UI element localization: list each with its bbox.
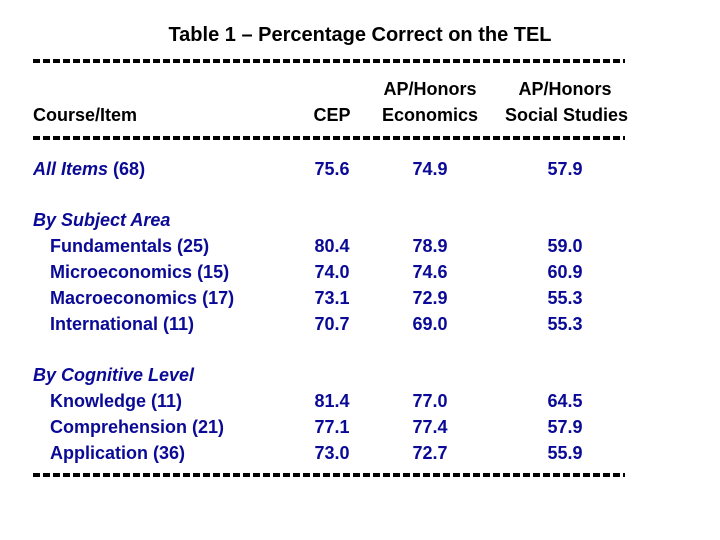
spacer-row: [33, 337, 625, 362]
header-rule: [33, 136, 625, 140]
value-ap-economics: 74.6: [412, 261, 448, 282]
col-header-ap-honors-economics: AP/Honors: [383, 78, 477, 99]
bottom-rule: [33, 473, 625, 477]
page-title: Table 1 – Percentage Correct on the TEL: [168, 24, 552, 46]
value-cep: 81.4: [314, 390, 350, 411]
value-ap-economics: 72.7: [412, 442, 448, 463]
row-item-count: (36): [153, 442, 186, 463]
spacer-row: [33, 182, 625, 207]
value-cep: 75.6: [314, 158, 350, 179]
col-header-cep: CEP: [313, 104, 351, 125]
header-row-top: AP/Honors AP/Honors: [33, 76, 625, 102]
value-ap-social-studies: 55.3: [547, 313, 583, 334]
row-label: Knowledge (11): [33, 391, 292, 412]
row-item-count: (68): [113, 158, 146, 179]
row-label: Comprehension (21): [33, 417, 292, 438]
col-header-course-item: Course/Item: [33, 104, 138, 125]
table-row: Fundamentals (25) 80.4 78.9 59.0: [33, 233, 625, 259]
header-body-gap: [33, 128, 625, 156]
row-item-count: (11): [163, 313, 195, 334]
section-row: By Cognitive Level: [33, 362, 625, 388]
value-cep: 70.7: [314, 313, 350, 334]
row-label-text: All Items: [33, 158, 109, 179]
row-label: Microeconomics (15): [33, 262, 292, 283]
row-label: Application (36): [33, 443, 292, 464]
value-cep: 74.0: [314, 261, 350, 282]
section-row: By Subject Area: [33, 207, 625, 233]
row-label: Fundamentals (25): [33, 236, 292, 257]
table-row: Microeconomics (15) 74.0 74.6 60.9: [33, 259, 625, 285]
value-ap-economics: 77.4: [412, 416, 448, 437]
value-ap-economics: 74.9: [412, 158, 448, 179]
table-row: Macroeconomics (17) 73.1 72.9 55.3: [33, 285, 625, 311]
section-label: By Subject Area: [33, 209, 171, 230]
value-cep: 73.0: [314, 442, 350, 463]
table-row: Application (36) 73.0 72.7 55.9: [33, 440, 625, 466]
row-label: All Items (68): [33, 159, 292, 180]
row-label-text: Application: [50, 442, 148, 463]
row-label-text: Macroeconomics: [50, 287, 198, 308]
top-rule: [33, 59, 625, 63]
value-cep: 80.4: [314, 235, 350, 256]
table-row: Comprehension (21) 77.1 77.4 57.9: [33, 414, 625, 440]
col-header-ap-honors-social-studies: AP/Honors: [518, 78, 612, 99]
row-label: International (11): [33, 314, 292, 335]
row-label-text: Microeconomics: [50, 261, 193, 282]
row-label-text: International: [50, 313, 159, 334]
value-ap-social-studies: 55.3: [547, 287, 583, 308]
col-header-economics: Economics: [381, 104, 479, 125]
value-ap-economics: 77.0: [412, 390, 448, 411]
section-label: By Cognitive Level: [33, 364, 195, 385]
results-table: AP/Honors AP/Honors Course/Item CEP Econ…: [33, 76, 629, 466]
table-row: International (11) 70.7 69.0 55.3: [33, 311, 625, 337]
value-ap-economics: 69.0: [412, 313, 448, 334]
value-ap-social-studies: 57.9: [547, 416, 583, 437]
value-cep: 73.1: [314, 287, 350, 308]
row-item-count: (11): [151, 390, 183, 411]
row-item-count: (15): [197, 261, 230, 282]
row-label-text: Knowledge: [50, 390, 147, 411]
row-item-count: (25): [177, 235, 210, 256]
row-item-count: (17): [202, 287, 235, 308]
header-row-bottom: Course/Item CEP Economics Social Studies: [33, 102, 629, 128]
row-label: Macroeconomics (17): [33, 288, 292, 309]
table-rows: All Items (68) 75.6 74.9 57.9 By Subject Are…: [33, 156, 625, 466]
row-label-text: Fundamentals: [50, 235, 173, 256]
row-item-count: (21): [192, 416, 225, 437]
value-ap-economics: 78.9: [412, 235, 448, 256]
row-label-text: Comprehension: [50, 416, 188, 437]
table-row: Knowledge (11) 81.4 77.0 64.5: [33, 388, 625, 414]
value-ap-social-studies: 57.9: [547, 158, 583, 179]
table-row: All Items (68) 75.6 74.9 57.9: [33, 156, 625, 182]
value-ap-social-studies: 59.0: [547, 235, 583, 256]
value-cep: 77.1: [314, 416, 350, 437]
value-ap-social-studies: 55.9: [547, 442, 583, 463]
value-ap-economics: 72.9: [412, 287, 448, 308]
col-header-social-studies: Social Studies: [505, 104, 629, 125]
value-ap-social-studies: 64.5: [547, 390, 583, 411]
value-ap-social-studies: 60.9: [547, 261, 583, 282]
